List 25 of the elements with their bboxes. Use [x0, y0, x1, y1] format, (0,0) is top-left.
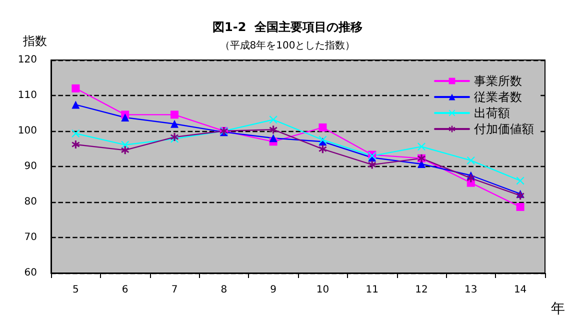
x-tick-label: 13: [464, 284, 478, 296]
x-tick-label: 12: [415, 284, 428, 296]
legend-label: 付加価値額: [473, 122, 534, 136]
legend-label: 出荷額: [474, 106, 510, 120]
chart-subtitle: （平成8年を100とした指数）: [220, 40, 356, 52]
legend-label: 事業所数: [474, 74, 522, 88]
x-tick-label: 11: [366, 284, 378, 296]
x-tick-label: 7: [171, 284, 178, 296]
y-tick-label: 70: [24, 232, 37, 243]
y-tick-label: 110: [18, 90, 37, 101]
y-tick-label: 120: [18, 54, 37, 66]
x-tick-label: 5: [72, 284, 79, 296]
y-tick-label: 60: [24, 268, 37, 278]
x-axis-title: 年: [551, 301, 565, 317]
x-tick-label: 9: [270, 284, 276, 296]
y-axis-title: 指数: [22, 34, 47, 48]
legend-label: 従業者数: [474, 90, 522, 104]
y-tick-label: 100: [18, 126, 37, 136]
x-tick-label: 14: [514, 284, 527, 296]
x-tick-label: 10: [316, 284, 330, 296]
y-tick-label: 90: [24, 161, 37, 172]
y-tick-label: 80: [24, 196, 37, 208]
x-tick-label: 8: [220, 284, 228, 296]
chart-title: 図1-2 全国主要項目の推移: [212, 20, 363, 34]
x-tick-label: 6: [122, 284, 128, 296]
